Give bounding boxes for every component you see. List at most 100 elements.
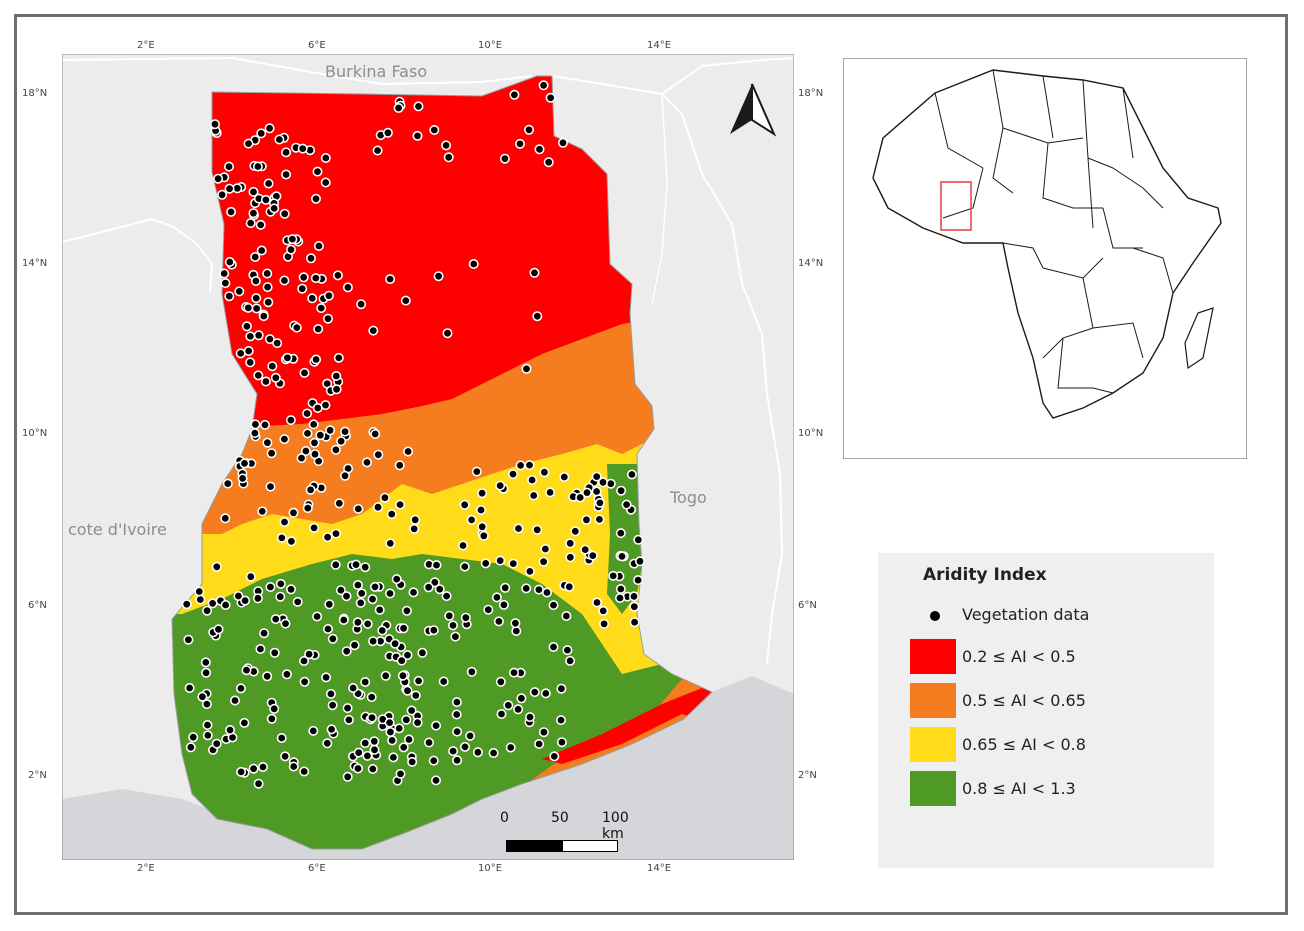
vegetation-data-point: [541, 587, 552, 598]
vegetation-data-point: [529, 267, 540, 278]
vegetation-data-point: [385, 726, 396, 737]
vegetation-data-point: [360, 676, 371, 687]
vegetation-data-point: [239, 717, 250, 728]
vegetation-data-point: [306, 253, 317, 264]
vegetation-data-point: [438, 676, 449, 687]
vegetation-data-point: [387, 735, 398, 746]
vegetation-data-point: [279, 516, 290, 527]
vegetation-data-point: [615, 583, 626, 594]
vegetation-data-point: [220, 513, 231, 524]
vegetation-data-point: [280, 618, 291, 629]
vegetation-data-point: [361, 457, 372, 468]
vegetation-data-point: [559, 471, 570, 482]
vegetation-data-point: [210, 119, 221, 130]
vegetation-data-point: [393, 102, 404, 113]
vegetation-data-point: [256, 128, 267, 139]
vegetation-data-point: [459, 561, 470, 572]
vegetation-data-point: [276, 732, 287, 743]
vegetation-data-point: [562, 645, 573, 656]
vegetation-data-point: [248, 763, 259, 774]
vegetation-data-point: [491, 592, 502, 603]
vegetation-data-point: [258, 311, 269, 322]
vegetation-data-point: [202, 730, 213, 741]
vegetation-data-point: [395, 768, 406, 779]
vegetation-data-point: [262, 282, 273, 293]
vegetation-data-point: [320, 177, 331, 188]
zone-red-coast: [542, 684, 712, 764]
vegetation-data-point: [398, 742, 409, 753]
vegetation-data-point: [374, 604, 385, 615]
vegetation-data-point: [591, 597, 602, 608]
vegetation-data-point: [220, 599, 231, 610]
lon-tick-top: 2°E: [137, 40, 155, 51]
vegetation-data-point: [330, 528, 341, 539]
vegetation-data-point: [224, 161, 235, 172]
vegetation-data-point: [495, 480, 506, 491]
vegetation-data-point: [397, 670, 408, 681]
vegetation-data-point: [495, 555, 506, 566]
label-burkina-faso: Burkina Faso: [325, 62, 428, 81]
lat-tick-left: 6°N: [28, 600, 47, 611]
vegetation-data-point: [213, 173, 224, 184]
vegetation-data-point: [202, 719, 213, 730]
legend-label: 0.5 ≤ AI < 0.65: [962, 691, 1086, 710]
vegetation-data-point: [428, 755, 439, 766]
vegetation-data-point: [634, 556, 645, 567]
vegetation-data-point: [188, 732, 199, 743]
vegetation-data-point: [322, 623, 333, 634]
vegetation-data-point: [251, 293, 262, 304]
vegetation-data-point: [570, 526, 581, 537]
vegetation-data-point: [312, 402, 323, 413]
vegetation-data-point: [478, 530, 489, 541]
vegetation-data-point: [331, 384, 342, 395]
vegetation-data-point: [388, 752, 399, 763]
vegetation-data-point: [322, 738, 333, 749]
vegetation-data-point: [372, 502, 383, 513]
label-cote-divoire: cote d'Ivoire: [68, 520, 167, 539]
vegetation-data-point: [410, 690, 421, 701]
lat-tick-right: 14°N: [798, 258, 824, 269]
vegetation-data-point: [565, 538, 576, 549]
vegetation-data-point: [614, 592, 625, 603]
lon-tick-top: 10°E: [478, 40, 503, 51]
vegetation-data-point: [305, 484, 316, 495]
vegetation-data-point: [262, 671, 273, 682]
vegetation-data-point: [260, 194, 271, 205]
vegetation-data-point: [616, 485, 627, 496]
vegetation-data-point: [250, 276, 261, 287]
vegetation-data-point: [207, 598, 218, 609]
vegetation-data-point: [533, 584, 544, 595]
vegetation-data-point: [459, 499, 470, 510]
ghana-highlight-box: [940, 181, 972, 231]
vegetation-data-point: [580, 544, 591, 555]
vegetation-data-point: [534, 738, 545, 749]
vegetation-data-point: [379, 492, 390, 503]
vegetation-data-point: [587, 550, 598, 561]
legend: Aridity Index Vegetation data 0.2 ≤ AI <…: [878, 553, 1214, 868]
vegetation-data-point: [310, 273, 321, 284]
vegetation-data-point: [471, 466, 482, 477]
vegetation-data-point: [557, 137, 568, 148]
vegetation-data-point: [334, 498, 345, 509]
vegetation-data-point: [338, 614, 349, 625]
vegetation-data-point: [561, 610, 572, 621]
vegetation-data-point: [441, 140, 452, 151]
vegetation-data-point: [555, 715, 566, 726]
vegetation-data-point: [321, 672, 332, 683]
vegetation-data-point: [513, 523, 524, 534]
scale-bar-white: [562, 840, 618, 852]
vegetation-data-point: [413, 101, 424, 112]
lon-tick-top: 14°E: [647, 40, 672, 51]
vegetation-data-point: [515, 460, 526, 471]
vegetation-data-point: [342, 282, 353, 293]
vegetation-data-point: [217, 189, 228, 200]
vegetation-data-point: [282, 352, 293, 363]
vegetation-data-point: [342, 771, 353, 782]
lat-tick-left: 14°N: [22, 258, 48, 269]
legend-label: 0.2 ≤ AI < 0.5: [962, 647, 1076, 666]
lat-tick-right: 6°N: [798, 600, 817, 611]
vegetation-data-point: [360, 738, 371, 749]
vegetation-data-point: [394, 460, 405, 471]
vegetation-data-point: [353, 747, 364, 758]
vegetation-data-point: [222, 478, 233, 489]
